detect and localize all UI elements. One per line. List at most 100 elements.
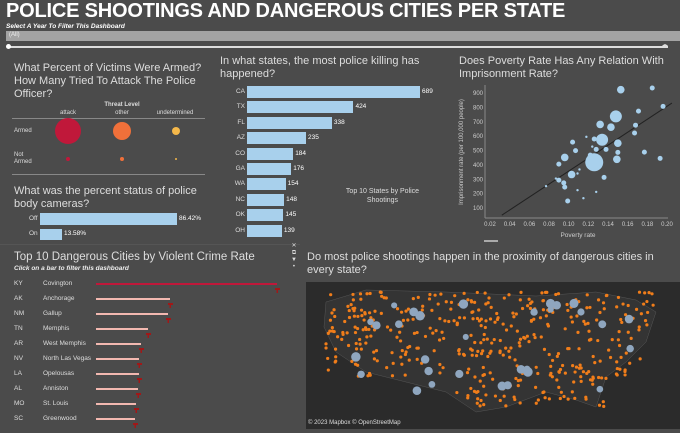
state-bar[interactable] xyxy=(247,86,420,98)
shooting-dot xyxy=(432,349,436,353)
shooting-dot xyxy=(496,316,500,320)
state-bar[interactable] xyxy=(247,163,292,175)
shooting-dot xyxy=(462,291,466,295)
state-value: 176 xyxy=(293,165,305,172)
shooting-dot xyxy=(493,394,498,398)
city-dot xyxy=(624,314,634,324)
shooting-dot xyxy=(475,316,480,321)
state-bar[interactable] xyxy=(247,116,332,129)
year-slider-handle[interactable] xyxy=(6,44,11,49)
state-bar[interactable] xyxy=(247,132,306,145)
shooting-dot xyxy=(352,314,357,318)
shooting-dot xyxy=(466,298,470,302)
city-bar[interactable] xyxy=(96,298,171,300)
slider-arrows-icon[interactable]: ◂▸ xyxy=(662,43,669,49)
shooting-dot xyxy=(482,384,486,388)
shooting-dot xyxy=(423,334,428,339)
shooting-dot xyxy=(534,401,538,405)
shooting-dot xyxy=(495,311,499,316)
state-bar[interactable] xyxy=(247,101,354,114)
shooting-dot xyxy=(536,371,540,376)
state-bar[interactable] xyxy=(247,193,285,206)
shooting-dot xyxy=(476,389,480,394)
shooting-dot xyxy=(618,367,622,371)
cities-title: Top 10 Dangerous Cities by Violent Crime… xyxy=(14,251,255,263)
shooting-dot xyxy=(556,292,561,296)
city-bar[interactable] xyxy=(96,373,140,375)
shooting-dot xyxy=(430,308,434,312)
shooting-dot xyxy=(512,395,516,399)
shooting-dot xyxy=(578,363,582,367)
city-bar[interactable] xyxy=(96,358,140,360)
map-attribution[interactable]: © 2023 Mapbox © OpenStreetMap xyxy=(308,420,401,426)
city-state: MO xyxy=(14,400,25,407)
city-bar[interactable] xyxy=(96,418,135,420)
state-bar[interactable] xyxy=(247,147,294,160)
shootings-map[interactable]: © 2023 Mapbox © OpenStreetMap xyxy=(306,282,680,429)
city-dot xyxy=(357,370,365,378)
x-tick-label: 0.02 xyxy=(484,222,496,228)
city-bar[interactable] xyxy=(96,328,149,330)
shooting-dot xyxy=(507,293,511,297)
state-bar[interactable] xyxy=(247,209,284,222)
shooting-dot xyxy=(555,378,559,382)
camera-on-bar[interactable] xyxy=(40,229,62,240)
shooting-dot xyxy=(404,350,408,354)
shooting-dot xyxy=(415,346,419,350)
shooting-dot xyxy=(516,384,520,388)
shooting-dot xyxy=(514,312,518,316)
shooting-dot xyxy=(330,326,334,330)
scatter-point xyxy=(554,177,558,180)
city-bar[interactable] xyxy=(96,388,138,390)
shooting-dot xyxy=(639,312,643,316)
shooting-dot xyxy=(570,390,574,394)
shooting-dot xyxy=(610,338,614,342)
scatter-point xyxy=(609,110,622,123)
shooting-dot xyxy=(626,303,630,308)
shooting-dot xyxy=(326,356,330,361)
shooting-dot xyxy=(597,403,602,407)
shooting-dot xyxy=(626,330,630,334)
shooting-dot xyxy=(508,355,512,359)
filter-instruction: Select A Year To Filter This Dashboard xyxy=(6,23,125,30)
shooting-dot xyxy=(548,373,552,377)
city-state: AR xyxy=(14,340,24,347)
shooting-dot xyxy=(598,310,602,315)
shooting-dot xyxy=(466,396,470,400)
shooting-dot xyxy=(475,401,479,405)
shooting-dot xyxy=(326,331,330,335)
shooting-dot xyxy=(390,351,394,355)
shooting-dot xyxy=(615,305,619,309)
city-state: LA xyxy=(14,370,22,377)
shooting-dot xyxy=(411,297,415,301)
city-bar[interactable] xyxy=(96,313,169,315)
state-bar[interactable] xyxy=(247,178,286,191)
scatter-point xyxy=(614,139,622,147)
shooting-dot xyxy=(470,353,474,357)
state-label: FL xyxy=(237,118,245,126)
shooting-dot xyxy=(538,316,543,320)
city-bar[interactable] xyxy=(96,403,136,405)
shooting-dot xyxy=(541,390,545,395)
shooting-dot xyxy=(434,328,438,333)
city-name: Opelousas xyxy=(43,370,75,377)
panel-tools[interactable]: ✕ ⧉ ▼ • xyxy=(291,243,297,270)
year-filter-dropdown[interactable]: (All) xyxy=(6,31,680,41)
state-value: 148 xyxy=(286,195,298,203)
state-label: OH xyxy=(235,226,245,234)
year-slider-track[interactable] xyxy=(8,46,668,48)
city-bar[interactable] xyxy=(96,283,277,285)
shooting-dot xyxy=(354,347,359,351)
camera-off-bar[interactable] xyxy=(40,213,177,225)
scrollbar[interactable] xyxy=(484,240,498,242)
city-bar[interactable] xyxy=(96,343,142,345)
city-name: West Memphis xyxy=(43,340,86,347)
shooting-dot xyxy=(369,334,373,338)
shooting-dot xyxy=(438,317,442,321)
shooting-dot xyxy=(501,353,505,357)
state-bar[interactable] xyxy=(247,224,282,237)
scatter-point xyxy=(607,123,615,132)
shooting-dot xyxy=(614,372,619,376)
shooting-dot xyxy=(642,302,646,306)
shooting-dot xyxy=(332,308,336,312)
